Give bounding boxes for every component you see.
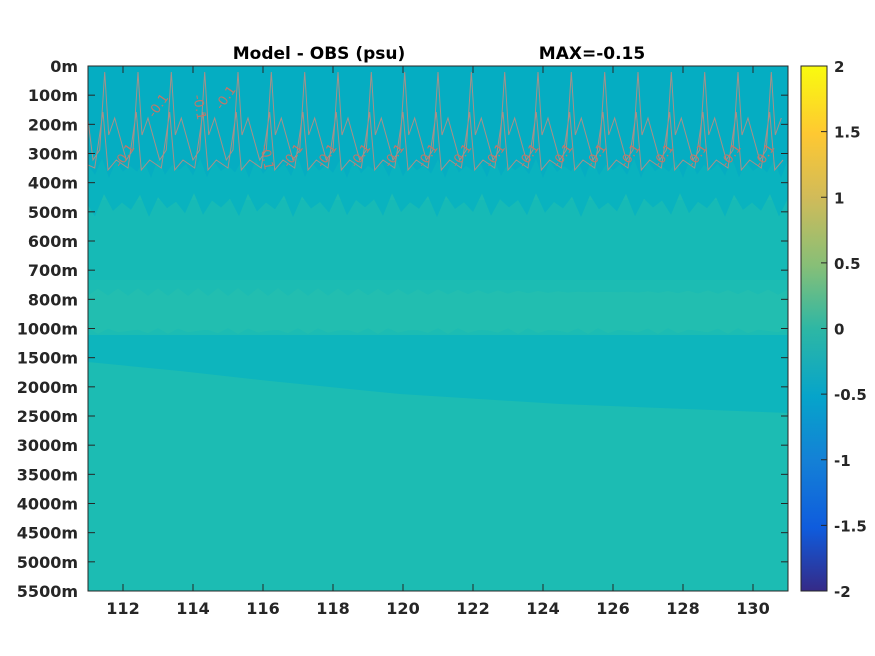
contour-label: -0.1 (257, 144, 276, 172)
y-tick-label: 500m (28, 203, 78, 222)
colorbar-tick-label: -1 (834, 452, 851, 470)
x-axis: 112 114 116 118 120 122 124 126 128 130 (106, 66, 770, 618)
colorbar-tick-label: -1.5 (834, 517, 867, 535)
y-tick-label: 800m (28, 290, 78, 309)
y-tick-label: 300m (28, 145, 78, 164)
colorbar-tick-label: -2 (834, 583, 851, 601)
y-tick-label: 700m (28, 261, 78, 280)
x-tick-label: 126 (596, 599, 629, 618)
colorbar-tick-label: -0.5 (834, 386, 867, 404)
x-tick-label: 124 (526, 599, 559, 618)
x-tick-label: 112 (106, 599, 139, 618)
x-tick-label: 130 (736, 599, 769, 618)
colorbar-tick-label: 0 (834, 321, 844, 339)
y-tick-label: 1000m (17, 320, 78, 339)
x-tick-label: 118 (316, 599, 349, 618)
contour-label: -0.1 (189, 94, 208, 122)
y-axis: 0m 100m 200m 300m 400m 500m 600m 700m 800m 1000m 1… (17, 57, 788, 601)
plot-frame (87, 65, 789, 592)
colorbar-tick-label: 0.5 (834, 255, 861, 273)
y-tick-label: 5500m (17, 582, 78, 601)
plot-area: -0.1-0.1 -0.1 -0.1-0.1 -0.1 -0.1 -0.1 -0.1 -0.1… (88, 66, 788, 591)
y-tick-label: 200m (28, 115, 78, 134)
y-tick-label: 2000m (17, 378, 78, 397)
x-tick-label: 116 (246, 599, 279, 618)
colorbar-tick-label: 1.5 (834, 124, 861, 142)
y-tick-label: 1500m (17, 349, 78, 368)
y-tick-label: 3500m (17, 465, 78, 484)
colorbar-axis: 2 1.5 1 0.5 0 -0.5 -1 -1.5 -2 (821, 58, 867, 601)
y-tick-label: 100m (28, 86, 78, 105)
y-tick-label: 4000m (17, 495, 78, 514)
field-band-1500-2000m (88, 335, 788, 413)
chart-title: Model - OBS (psu) (233, 44, 406, 64)
y-tick-label: 5000m (17, 553, 78, 572)
max-annotation: MAX=-0.15 (539, 44, 645, 64)
y-tick-label: 400m (28, 174, 78, 193)
x-tick-label: 128 (666, 599, 699, 618)
colorbar-tick-label: 2 (834, 58, 844, 76)
field-near-surface (88, 66, 788, 178)
field-band-1000m (88, 288, 788, 334)
y-tick-label: 0m (50, 57, 78, 76)
x-tick-label: 114 (176, 599, 209, 618)
y-tick-label: 2500m (17, 407, 78, 426)
x-tick-label: 120 (386, 599, 419, 618)
colorbar-tick-label: 1 (834, 189, 844, 207)
y-tick-label: 600m (28, 232, 78, 251)
x-tick-label: 122 (456, 599, 489, 618)
y-tick-label: 4500m (17, 524, 78, 543)
contour-line (88, 71, 784, 172)
y-tick-label: 3000m (17, 436, 78, 455)
